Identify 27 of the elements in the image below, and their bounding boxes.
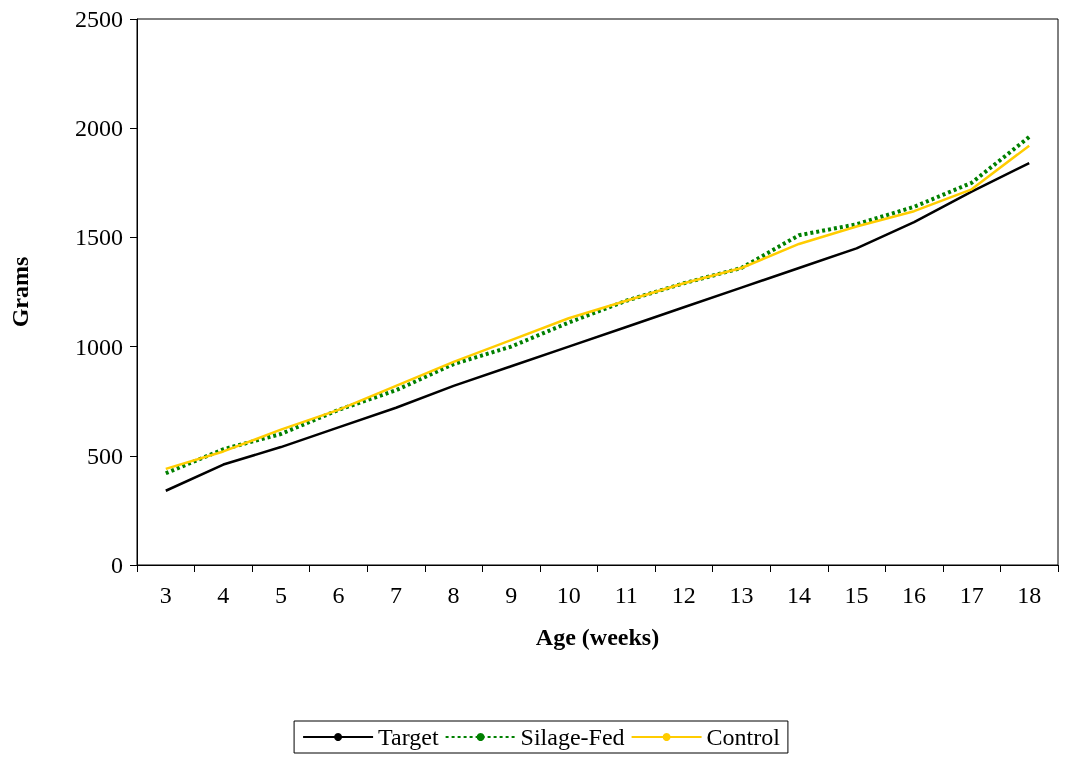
x-tick-label: 16 (902, 582, 927, 608)
y-tick-label: 2000 (75, 115, 123, 142)
y-tick-label: 500 (87, 442, 123, 469)
y-tick-label: 2500 (75, 6, 123, 32)
x-tick-label: 6 (332, 582, 345, 608)
x-tick-label: 13 (729, 582, 754, 608)
x-tick-label: 3 (159, 582, 172, 608)
y-tick-label: 1500 (75, 224, 123, 251)
x-tick-label: 18 (1017, 582, 1042, 608)
x-tick-label: 10 (556, 582, 581, 608)
x-tick-label: 15 (844, 582, 869, 608)
y-tick-label: 0 (111, 552, 123, 578)
x-tick-label: 7 (390, 582, 403, 608)
x-tick-label: 8 (447, 582, 460, 608)
legend-label: Silage-Fed (520, 724, 625, 750)
x-tick-label: 14 (786, 582, 811, 608)
x-tick-label: 9 (505, 582, 518, 608)
x-tick-label: 17 (959, 582, 984, 608)
y-axis-title: Grams (7, 256, 33, 328)
legend-label: Control (706, 724, 781, 750)
x-tick-label: 4 (217, 582, 230, 608)
x-tick-label: 11 (614, 582, 638, 608)
x-tick-label: 5 (274, 582, 287, 608)
y-tick-label: 1000 (75, 333, 123, 360)
x-axis-title: Age (weeks) (535, 624, 660, 650)
x-tick-label: 12 (671, 582, 696, 608)
legend-label: Target (378, 724, 439, 750)
